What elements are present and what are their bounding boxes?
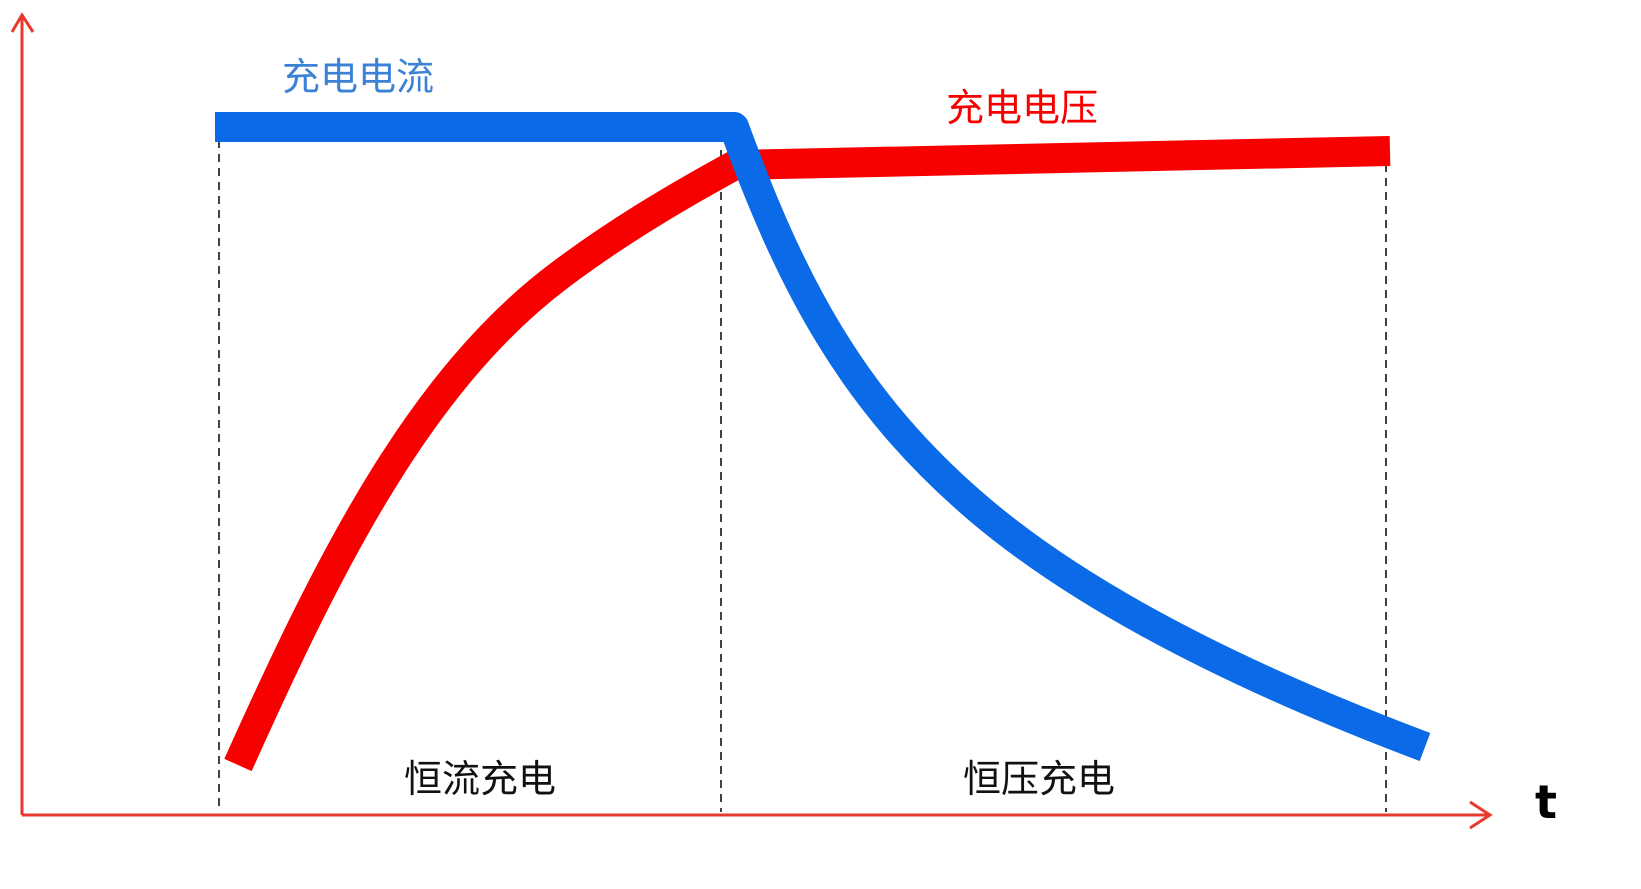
x-axis-arrow [1469, 800, 1493, 830]
phase-label-constant-current: 恒流充电 [404, 757, 556, 801]
phase-guides [218, 140, 1387, 812]
current-curve [215, 112, 1431, 762]
axes [10, 12, 1493, 830]
current-label: 充电电流 [282, 55, 434, 99]
voltage-curve [224, 136, 1391, 772]
y-axis-arrow [10, 12, 35, 33]
phase-label-constant-voltage: 恒压充电 [963, 757, 1115, 801]
x-axis-label: t [1535, 775, 1557, 829]
voltage-label: 充电电压 [946, 86, 1098, 130]
